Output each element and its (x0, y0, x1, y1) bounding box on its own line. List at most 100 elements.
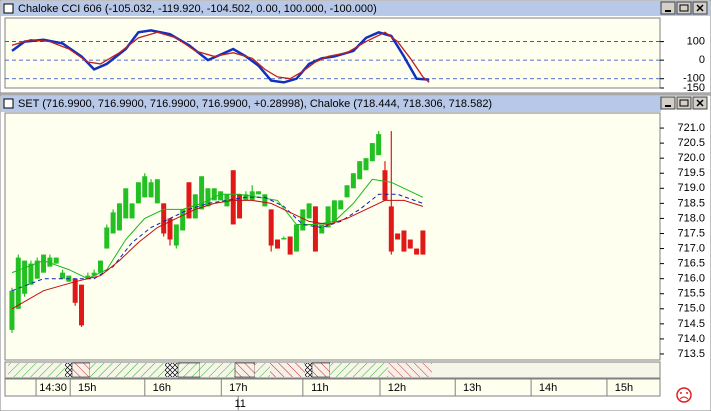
maximize-icon (679, 99, 689, 107)
maximize-icon (679, 4, 689, 12)
candle-body (319, 224, 325, 234)
candle-body (224, 194, 230, 207)
candle-body (357, 161, 363, 180)
session-down (311, 362, 331, 378)
x-tick-label: 14:30 (39, 382, 67, 394)
x-tick-label: 12h (388, 382, 406, 394)
candle-body (53, 257, 59, 264)
candle-body (15, 257, 21, 309)
y-tick-label: 718.5 (677, 197, 705, 209)
price-window-buttons[interactable] (660, 96, 708, 110)
candle-body (104, 227, 110, 249)
candle-body (135, 182, 141, 204)
candle-body (28, 263, 34, 285)
minimize-button[interactable] (660, 96, 676, 110)
candle-body (256, 191, 262, 195)
candle-body (407, 239, 413, 249)
candle-body (376, 134, 382, 156)
minimize-button[interactable] (660, 1, 676, 15)
x-tick-label: 15h (78, 382, 96, 394)
candle-body (281, 238, 287, 240)
candle-body (161, 203, 167, 234)
indicator-line (11, 29, 430, 84)
x-tick-label: 14h (539, 382, 557, 394)
candle-body (199, 176, 205, 210)
status-icon[interactable] (676, 387, 692, 403)
y-tick-label: 100 (687, 35, 705, 47)
y-tick-label: 716.0 (677, 273, 705, 285)
candle-body (388, 206, 394, 252)
y-tick-label: 721.0 (677, 122, 705, 134)
candle-body (230, 170, 236, 225)
candle-body (142, 176, 148, 198)
candle-body (395, 233, 401, 240)
session-down (270, 363, 305, 377)
candle-body (268, 209, 274, 246)
x-tick-label: 15h (615, 382, 633, 394)
candle-body (34, 260, 40, 279)
indicator-line (11, 178, 424, 280)
y-tick-label: 719.5 (677, 167, 705, 179)
maximize-button[interactable] (676, 1, 692, 15)
candle-body (237, 194, 243, 219)
x-tick-label: 16h (153, 382, 171, 394)
y-tick-label: 715.5 (677, 288, 705, 300)
session-mixed (305, 363, 312, 377)
candle-body (129, 203, 135, 219)
candle-body (382, 170, 388, 201)
price-plot-area (4, 112, 661, 361)
session-up (330, 363, 388, 377)
candle-body (293, 224, 299, 252)
candle-body (218, 191, 224, 201)
candle-body (72, 278, 78, 303)
candle-body (306, 203, 312, 219)
candle-body (154, 179, 160, 204)
indicator-line (11, 31, 430, 83)
candle-body (110, 212, 116, 234)
session-up (255, 363, 270, 377)
mouth (679, 396, 689, 400)
candle-body (180, 209, 186, 231)
session-mixed (165, 363, 178, 377)
cci-title-bar (1, 1, 710, 16)
candle-body (414, 248, 420, 255)
candle-body (192, 194, 198, 219)
candle-body (85, 275, 91, 279)
candle-body (60, 272, 66, 279)
time-axis (4, 378, 661, 397)
candle-body (350, 173, 356, 189)
y-tick-label: 720.0 (677, 152, 705, 164)
candle-body (123, 188, 129, 219)
y-tick-label: 716.5 (677, 258, 705, 270)
price-title: SET (716.9900, 716.9900, 716.9900, 716.9… (18, 98, 492, 110)
cci-window-buttons[interactable] (660, 1, 708, 15)
session-down (71, 362, 91, 378)
candle-body (148, 182, 154, 198)
x-tick-label: 11h (311, 382, 329, 394)
window-icon (3, 98, 14, 109)
window-icon (3, 3, 14, 14)
date-label: 11 (234, 398, 245, 410)
candle-body (22, 260, 28, 294)
candle-body (300, 209, 306, 231)
session-up (8, 363, 65, 377)
y-tick-label: -100 (683, 73, 705, 85)
candle-body (262, 194, 268, 207)
candle-body (91, 272, 97, 276)
candle-body (167, 218, 173, 240)
session-up (177, 362, 201, 378)
candle-body (47, 257, 53, 267)
eye (680, 392, 682, 394)
y-tick-label: 717.5 (677, 227, 705, 239)
candle-body (325, 206, 331, 228)
candle-body (41, 254, 47, 273)
close-icon (696, 4, 704, 12)
sad-face[interactable] (676, 387, 692, 403)
y-tick-label: -150 (683, 82, 705, 94)
candle-body (173, 224, 179, 246)
candle-body (344, 185, 350, 198)
x-tick-label: 13h (463, 382, 481, 394)
candle-body (363, 158, 369, 171)
maximize-button[interactable] (676, 96, 692, 110)
session-down (388, 363, 432, 377)
